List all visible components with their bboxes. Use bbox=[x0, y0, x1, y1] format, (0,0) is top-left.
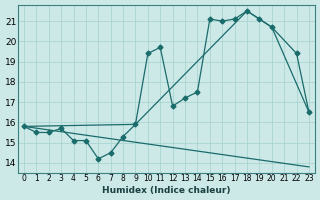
X-axis label: Humidex (Indice chaleur): Humidex (Indice chaleur) bbox=[102, 186, 231, 195]
